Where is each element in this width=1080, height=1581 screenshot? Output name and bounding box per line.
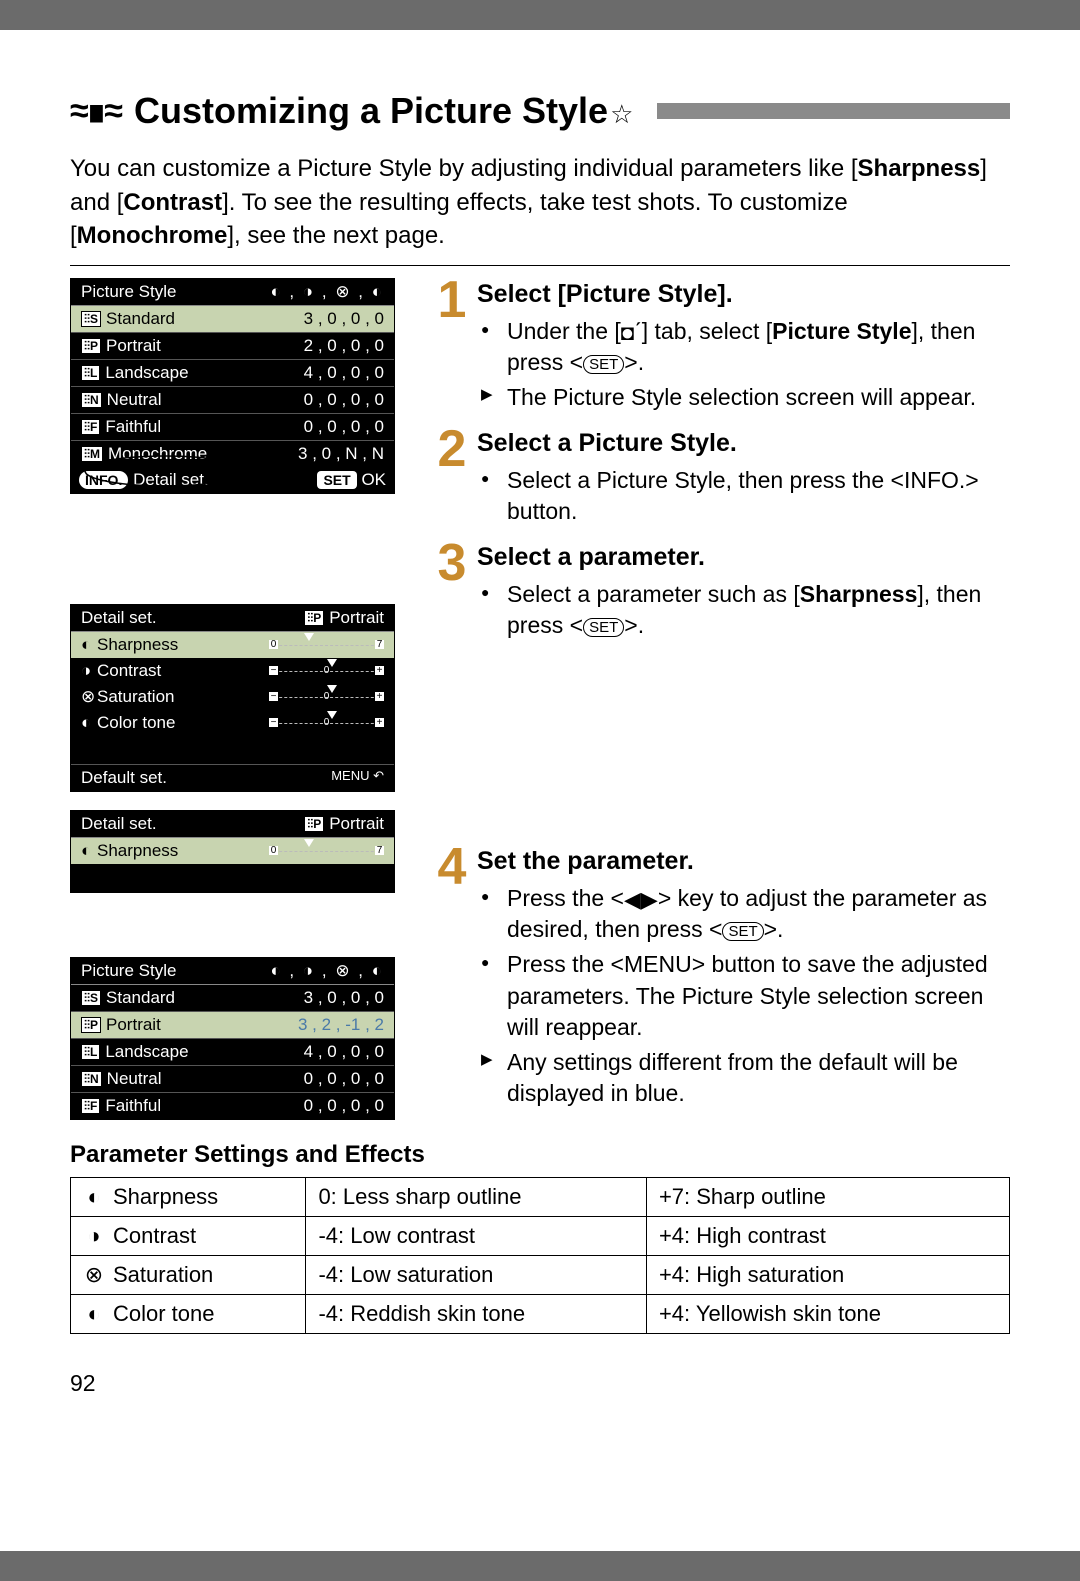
- style-badge-icon: ⫶⫶L: [81, 365, 100, 381]
- step-title: Select [Picture Style].: [477, 278, 1010, 312]
- screen4-rows: ⫶⫶SStandard3 , 0 , 0 , 0⫶⫶PPortrait3 , 2…: [71, 985, 394, 1119]
- picture-style-row: ⫶⫶NNeutral0 , 0 , 0 , 0: [71, 1065, 394, 1092]
- style-badge-icon: ⫶⫶F: [81, 1098, 100, 1114]
- param-icon: ◐: [83, 1184, 105, 1210]
- detail-parameter-row: ◐Sharpness07: [71, 838, 394, 864]
- step-number: 1: [435, 278, 469, 418]
- screen2-rows: ◐Sharpness07◑Contrast−0+⊗Saturation−0+◐C…: [71, 632, 394, 736]
- parameter-slider: −0+: [269, 664, 384, 678]
- section-divider: [70, 265, 1010, 266]
- parameter-slider: 07: [269, 638, 384, 652]
- param-icon: ⊗: [83, 1262, 105, 1288]
- param-table-row: ◐Color tone-4: Reddish skin tone+4: Yell…: [71, 1294, 1010, 1333]
- picture-style-row: ⫶⫶SStandard3 , 0 , 0 , 0: [71, 985, 394, 1011]
- style-badge-icon: ⫶⫶S: [81, 311, 101, 327]
- picture-style-row: ⫶⫶FFaithful0 , 0 , 0 , 0: [71, 413, 394, 440]
- screen3-row: ◐Sharpness07: [71, 838, 394, 864]
- instruction-step: 3Select a parameter. Select a parameter s…: [435, 541, 1010, 645]
- picture-style-row: ⫶⫶SStandard3 , 0 , 0 , 0: [71, 306, 394, 332]
- step-number: 2: [435, 427, 469, 531]
- picture-style-row: ⫶⫶NNeutral0 , 0 , 0 , 0: [71, 386, 394, 413]
- param-table-body: ◐Sharpness0: Less sharp outline+7: Sharp…: [71, 1177, 1010, 1333]
- style-badge-icon: ⫶⫶N: [81, 1071, 102, 1087]
- picture-style-row: ⫶⫶FFaithful0 , 0 , 0 , 0: [71, 1092, 394, 1119]
- step-bullet: Press the <◀▶> key to adjust the paramet…: [481, 883, 1010, 946]
- page-title: Customizing a Picture Style☆: [134, 90, 633, 132]
- step-title: Select a parameter.: [477, 541, 1010, 575]
- step-number: 3: [435, 541, 469, 645]
- instruction-step: 2Select a Picture Style. Select a Picture…: [435, 427, 1010, 531]
- instruction-step: 1Select [Picture Style]. Under the [◘ˊ] t…: [435, 278, 1010, 418]
- step-title: Set the parameter.: [477, 845, 1010, 879]
- picture-style-row: ⫶⫶PPortrait2 , 0 , 0 , 0: [71, 332, 394, 359]
- step-bullet: Select a Picture Style, then press the <…: [481, 465, 1010, 527]
- intro-paragraph: You can customize a Picture Style by adj…: [70, 152, 1010, 253]
- picture-style-row: ⫶⫶LLandscape4 , 0 , 0 , 0: [71, 1038, 394, 1065]
- picture-style-row: ⫶⫶PPortrait3 , 2 , -1 , 2: [71, 1011, 394, 1038]
- set-button-pill: SET: [317, 471, 356, 489]
- camera-screen-sharpness-adjust: Detail set. ⫶⫶PPortrait ◐Sharpness07: [70, 810, 395, 893]
- camera-screen-picture-style-list: Picture Style ◐ , ◑ , ⊗ , ◐ ⫶⫶SStandard3…: [70, 278, 395, 476]
- step-bullet: The Picture Style selection screen will …: [481, 382, 1010, 413]
- step-title: Select a Picture Style.: [477, 427, 1010, 461]
- parameter-slider: −0+: [269, 690, 384, 704]
- parameter-slider: −0+: [269, 716, 384, 730]
- style-badge-icon: ⫶⫶N: [81, 392, 102, 408]
- page-number: 92: [70, 1370, 1010, 1397]
- param-table-row: ⊗Saturation-4: Low saturation+4: High sa…: [71, 1255, 1010, 1294]
- picture-style-icon: ≈∎≈: [70, 91, 120, 131]
- screen2-footer: Default set. MENU ↶: [71, 764, 394, 791]
- title-divider-bar: [657, 103, 1010, 119]
- manual-page: ≈∎≈ Customizing a Picture Style☆ You can…: [0, 30, 1080, 1551]
- content-columns: Picture Style ◐ , ◑ , ⊗ , ◐ ⫶⫶SStandard3…: [70, 278, 1010, 1123]
- style-badge-icon: ⫶⫶P: [81, 1017, 101, 1033]
- picture-style-row: ⫶⫶LLandscape4 , 0 , 0 , 0: [71, 359, 394, 386]
- param-icon: ◑: [83, 1223, 105, 1249]
- detail-parameter-row: ⊗Saturation−0+: [71, 684, 394, 710]
- camera-screen-picture-style-list-modified: Picture Style ◐ , ◑ , ⊗ , ◐ ⫶⫶SStandard3…: [70, 957, 395, 1120]
- parameter-table-heading: Parameter Settings and Effects: [70, 1141, 1010, 1169]
- camera-screen-detail-set: Detail set. ⫶⫶PPortrait ◐Sharpness07◑Con…: [70, 604, 395, 792]
- parameter-slider: 07: [269, 844, 384, 858]
- detail-parameter-row: ◐Sharpness07: [71, 632, 394, 658]
- instruction-steps-column: 1Select [Picture Style]. Under the [◘ˊ] t…: [435, 278, 1010, 1123]
- style-badge-icon: ⫶⫶P: [81, 338, 101, 354]
- screen1-header-left: Picture Style: [81, 282, 176, 302]
- style-badge-icon: ⫶⫶F: [81, 419, 100, 435]
- param-table-row: ◐Sharpness0: Less sharp outline+7: Sharp…: [71, 1177, 1010, 1216]
- screen1-rows: ⫶⫶SStandard3 , 0 , 0 , 0⫶⫶PPortrait2 , 0…: [71, 306, 394, 467]
- screen1-header-icons: ◐ , ◑ , ⊗ , ◐: [270, 282, 384, 302]
- param-table-row: ◑Contrast-4: Low contrast+4: High contra…: [71, 1216, 1010, 1255]
- instruction-step: 4Set the parameter. Press the <◀▶> key to…: [435, 845, 1010, 1113]
- style-badge-icon: ⫶⫶L: [81, 1044, 100, 1060]
- step-bullet: Any settings different from the default …: [481, 1047, 1010, 1109]
- steps-container: 1Select [Picture Style]. Under the [◘ˊ] t…: [435, 278, 1010, 1113]
- detail-parameter-row: ◐Color tone−0+: [71, 710, 394, 736]
- step-bullet: Select a parameter such as [Sharpness], …: [481, 579, 1010, 641]
- param-icon: ◐: [83, 1301, 105, 1327]
- step-number: 4: [435, 845, 469, 1113]
- parameter-settings-table: ◐Sharpness0: Less sharp outline+7: Sharp…: [70, 1177, 1010, 1334]
- step-bullet: Press the <MENU> button to save the adju…: [481, 949, 1010, 1042]
- camera-screens-column: Picture Style ◐ , ◑ , ⊗ , ◐ ⫶⫶SStandard3…: [70, 278, 395, 1123]
- page-title-row: ≈∎≈ Customizing a Picture Style☆: [70, 90, 1010, 132]
- style-badge-icon: ⫶⫶S: [81, 990, 101, 1006]
- detail-parameter-row: ◑Contrast−0+: [71, 658, 394, 684]
- step-bullet: Under the [◘ˊ] tab, select [Picture Styl…: [481, 316, 1010, 379]
